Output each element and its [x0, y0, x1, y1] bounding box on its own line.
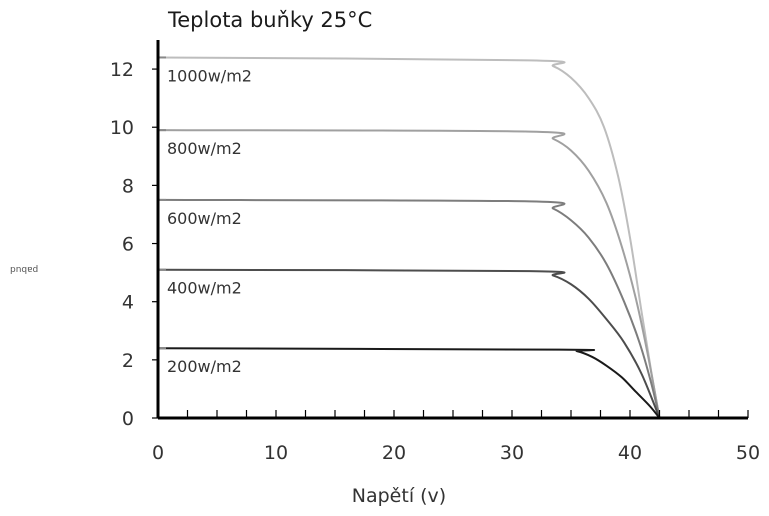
x-axis-label: Napětí (v)	[352, 485, 446, 507]
x-tick-label: 0	[152, 442, 164, 464]
series-line-3	[157, 268, 661, 419]
ticks: 0 10 20 30 40 50 0 2 4 6 8 10 12	[110, 59, 760, 464]
y-tick-label: 0	[122, 408, 134, 430]
chart-title: Teplota buňky 25°C	[167, 8, 372, 32]
y-tick-label: 2	[122, 350, 134, 372]
x-tick-label: 50	[736, 442, 760, 464]
series-line-2	[157, 198, 661, 419]
x-tick-label: 10	[264, 442, 288, 464]
y-tick-label: 6	[122, 234, 134, 256]
x-tick-label: 40	[618, 442, 642, 464]
series-line-1	[157, 129, 661, 419]
y-tick-label: 12	[110, 59, 134, 81]
y-tick-label: 8	[122, 175, 134, 197]
series-line-4	[157, 347, 661, 419]
plot-area	[157, 56, 661, 419]
series-label-4: 200w/m2	[167, 357, 242, 376]
series-line-0	[157, 56, 661, 419]
x-tick-label: 30	[500, 442, 524, 464]
x-tick-label: 20	[382, 442, 406, 464]
y-tick-label: 4	[122, 292, 134, 314]
series-label-2: 600w/m2	[167, 209, 242, 228]
series-label-0: 1000w/m2	[167, 66, 252, 85]
series-labels: 1000w/m2 800w/m2 600w/m2 400w/m2 200w/m2	[167, 66, 252, 376]
axes	[156, 40, 748, 420]
series-label-3: 400w/m2	[167, 279, 242, 298]
series-label-1: 800w/m2	[167, 139, 242, 158]
y-axis-label: pnqɐd	[10, 265, 38, 275]
y-tick-label: 10	[110, 117, 134, 139]
